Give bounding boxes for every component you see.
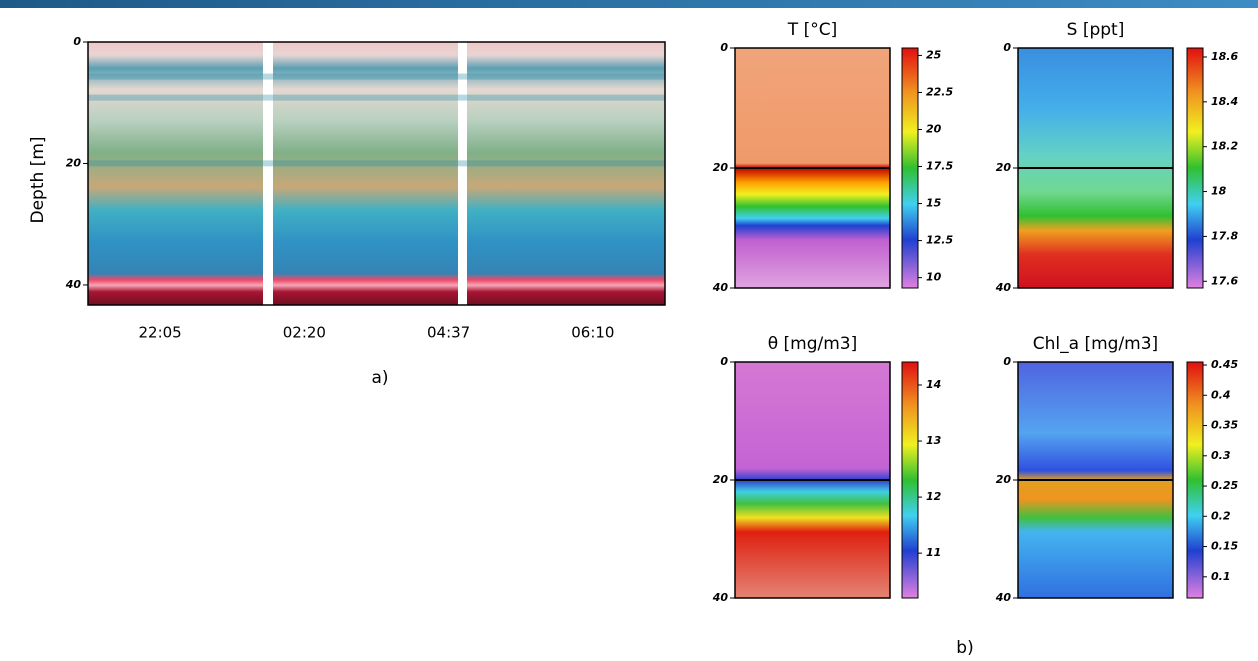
data-gap bbox=[458, 42, 467, 305]
data-gap bbox=[263, 42, 273, 305]
colorbar-tick-label: 0.1 bbox=[1211, 570, 1231, 583]
colorbar-tick-label: 15 bbox=[926, 197, 942, 210]
x-tick-label: 22:05 bbox=[139, 324, 182, 342]
y-tick-label: 0 bbox=[720, 355, 728, 368]
y-tick-label: 0 bbox=[73, 35, 81, 48]
colorbar-tick-label: 0.4 bbox=[1211, 388, 1231, 401]
panel-title: S [ppt] bbox=[1067, 20, 1125, 40]
colorbar-tick-label: 0.25 bbox=[1211, 479, 1238, 492]
colorbar-tick-label: 0.3 bbox=[1211, 449, 1231, 462]
x-tick-label: 04:37 bbox=[427, 324, 470, 342]
colorbar-tick-label: 12 bbox=[926, 490, 942, 503]
colorbar-tick-label: 10 bbox=[926, 271, 942, 284]
colorbar-tick-label: 17.5 bbox=[926, 160, 953, 173]
colorbar-tick-label: 18.6 bbox=[1211, 50, 1238, 63]
y-tick-label: 0 bbox=[1003, 41, 1011, 54]
colorbar-tick-label: 14 bbox=[926, 378, 941, 391]
colorbar-tick-label: 17.6 bbox=[1211, 274, 1238, 287]
colorbar-tick-label: 17.8 bbox=[1211, 229, 1238, 242]
x-tick-label: 02:20 bbox=[283, 324, 326, 342]
colorbar-tick-label: 18 bbox=[1211, 185, 1227, 198]
caption: a) bbox=[371, 368, 388, 388]
colorbar bbox=[901, 361, 919, 599]
panel-title: Chl_a [mg/m3] bbox=[1033, 334, 1158, 354]
y-tick-label: 40 bbox=[995, 591, 1012, 604]
texture bbox=[88, 160, 665, 167]
colorbar bbox=[901, 47, 919, 289]
colorbar-tick-label: 18.4 bbox=[1211, 95, 1238, 108]
y-tick-label: 0 bbox=[1003, 355, 1011, 368]
texture bbox=[88, 73, 665, 80]
y-tick-label: 20 bbox=[66, 156, 82, 169]
y-axis-label: Depth [m] bbox=[28, 136, 48, 223]
heatmap bbox=[88, 42, 665, 305]
colorbar-tick-label: 20 bbox=[926, 122, 942, 135]
y-tick-label: 20 bbox=[996, 473, 1012, 486]
colorbar-tick-label: 18.2 bbox=[1211, 140, 1238, 153]
plot-frame bbox=[87, 41, 666, 306]
colorbar-tick-label: 0.45 bbox=[1211, 358, 1238, 371]
x-tick-label: 06:10 bbox=[571, 324, 614, 342]
colorbar-tick-label: 11 bbox=[926, 546, 941, 559]
panel-title: T [°C] bbox=[787, 20, 837, 40]
y-tick-label: 40 bbox=[995, 281, 1012, 294]
top-bar bbox=[0, 0, 1258, 8]
y-tick-label: 20 bbox=[713, 161, 729, 174]
panel-title: θ [mg/m3] bbox=[768, 334, 858, 354]
colorbar-tick-label: 12.5 bbox=[926, 234, 953, 247]
colorbar bbox=[1186, 361, 1204, 599]
y-tick-label: 20 bbox=[996, 161, 1012, 174]
colorbar-tick-label: 25 bbox=[926, 48, 942, 61]
colorbar-tick-label: 13 bbox=[926, 434, 942, 447]
colorbar bbox=[1186, 47, 1204, 289]
y-tick-label: 40 bbox=[65, 278, 82, 291]
colorbar-tick-label: 0.2 bbox=[1211, 509, 1231, 522]
colorbar-tick-label: 0.35 bbox=[1211, 419, 1238, 432]
y-tick-label: 0 bbox=[720, 41, 728, 54]
y-tick-label: 40 bbox=[712, 591, 729, 604]
y-tick-label: 40 bbox=[712, 281, 729, 294]
texture bbox=[88, 94, 665, 101]
colorbar-tick-label: 22.5 bbox=[926, 85, 953, 98]
y-tick-label: 20 bbox=[713, 473, 729, 486]
caption: b) bbox=[956, 638, 973, 658]
colorbar-tick-label: 0.15 bbox=[1211, 540, 1238, 553]
